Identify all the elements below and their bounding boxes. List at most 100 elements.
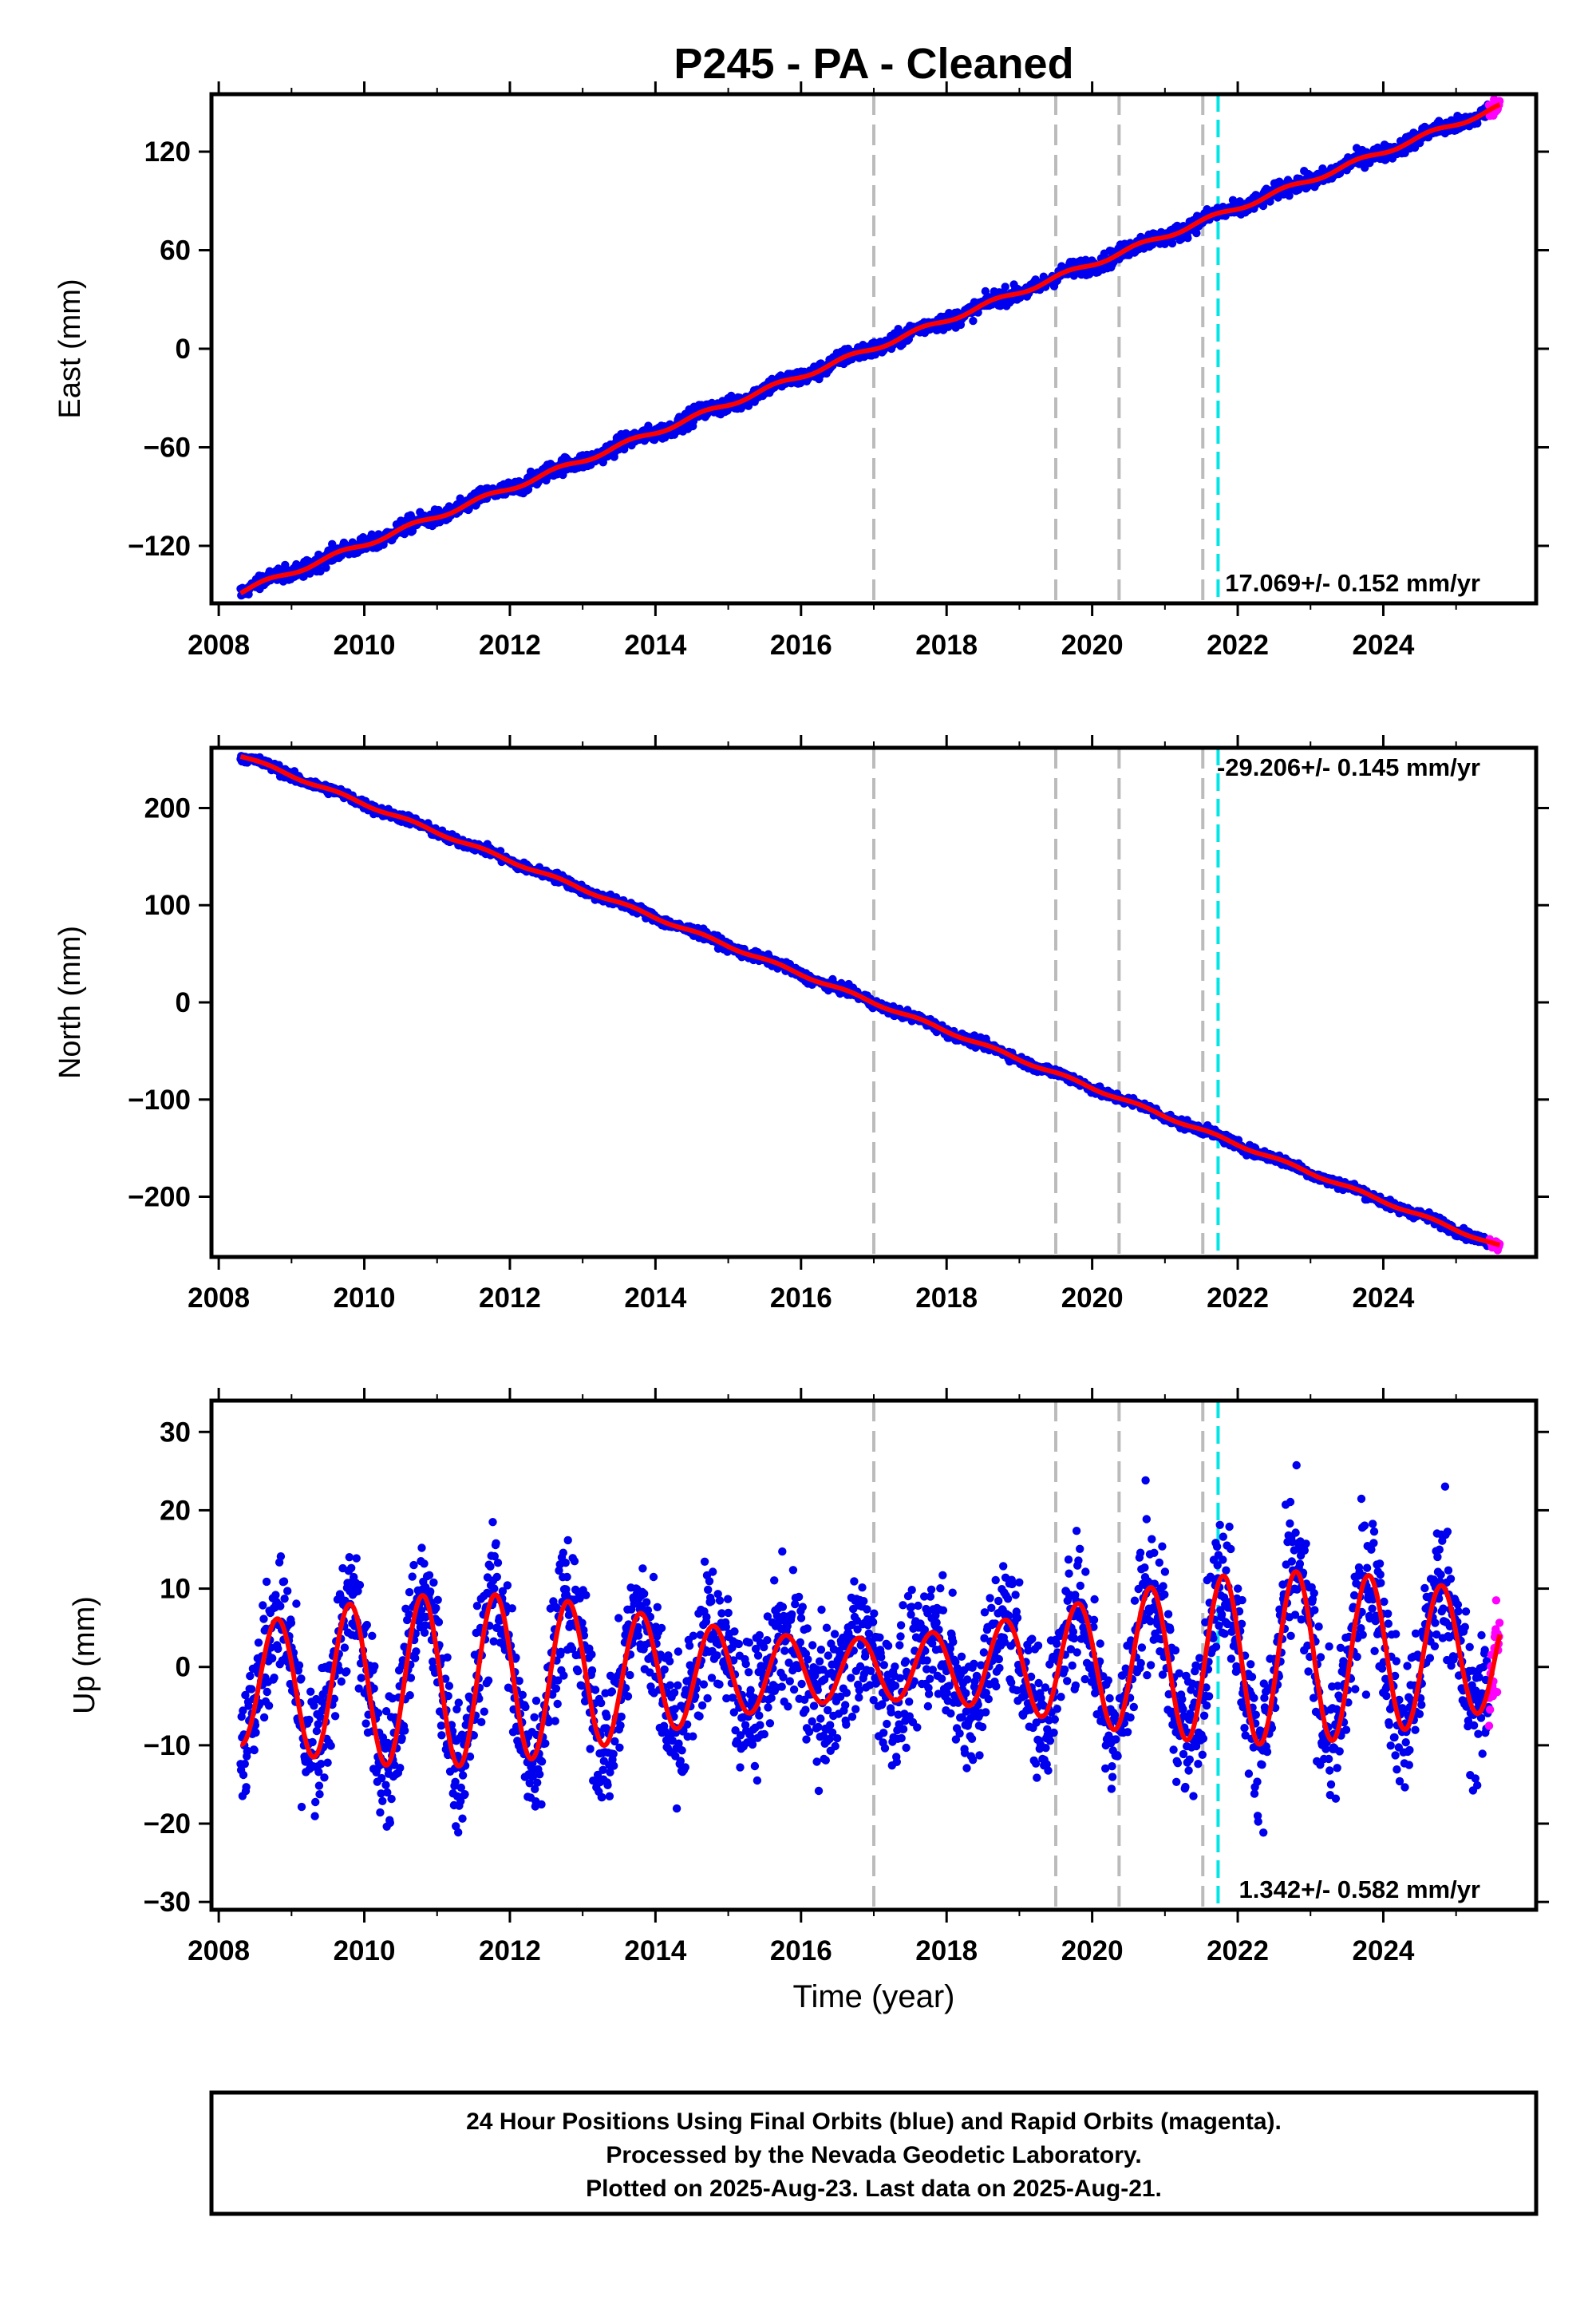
final-orbit-point [434,1618,444,1626]
x-tick-label: 2016 [770,630,832,661]
final-orbit-point [311,1797,320,1807]
final-orbit-point [530,1713,539,1721]
final-orbit-point [586,1745,595,1753]
final-orbit-point [433,1595,442,1605]
x-tick-label: 2020 [1061,630,1124,661]
final-orbit-point [420,1559,429,1568]
final-orbit-point [597,1698,606,1708]
final-orbit-point [591,1686,600,1694]
x-tick-label: 2016 [770,1282,832,1314]
final-orbit-point [276,1602,285,1611]
final-orbit-point [299,572,308,581]
final-orbit-point [376,1808,385,1817]
final-orbit-point [409,1560,418,1570]
final-orbit-point [264,1701,274,1710]
final-orbit-point [254,1638,263,1647]
final-orbit-point [492,1572,501,1582]
final-orbit-point [281,560,290,570]
y-tick-label: 0 [176,987,191,1018]
final-orbit-point [587,1650,596,1659]
final-orbit-point [262,1577,271,1587]
final-orbit-point [486,1562,495,1571]
final-orbit-point [259,1713,269,1722]
x-tick-label: 2012 [479,630,541,661]
final-orbit-point [314,1720,322,1729]
final-orbit-point [437,1731,446,1740]
y-tick-label: 200 [144,792,191,824]
final-orbit-point [308,1737,317,1747]
final-orbit-point [345,1553,354,1562]
y-tick-label: 120 [144,136,191,168]
final-orbit-point [432,1603,440,1613]
final-orbit-point [420,1628,429,1637]
velocity-label: -29.206+/- 0.145 mm/yr [1217,753,1480,781]
final-orbit-point [337,1677,346,1686]
x-tick-label: 2010 [334,1282,396,1314]
final-orbit-point [417,1543,426,1552]
final-orbit-point [460,1790,469,1799]
final-orbit-point [297,1674,306,1683]
final-orbit-point [340,1643,350,1652]
y-axis-label: East (mm) [53,279,87,418]
final-orbit-point [563,1535,572,1545]
y-axis-label: North (mm) [53,926,87,1079]
chart-title: P245 - PA - Cleaned [674,40,1073,88]
x-tick-label: 2008 [188,630,250,661]
final-orbit-point [270,1674,279,1682]
final-orbit-point [401,1726,409,1735]
final-orbit-point [429,1578,438,1587]
final-orbit-point [352,1554,361,1563]
final-orbit-point [480,1707,488,1716]
final-orbit-point [347,1563,356,1573]
final-orbit-point [385,1818,394,1828]
final-orbit-point [454,1698,463,1707]
final-orbit-point [315,1790,324,1799]
final-orbit-point [377,1773,386,1783]
final-orbit-point [492,1539,500,1548]
x-tick-label: 2022 [1207,630,1269,661]
final-orbit-point [563,1572,571,1582]
final-orbit-point [326,1741,335,1750]
final-orbit-point [559,1548,567,1557]
final-orbit-point [239,1770,248,1780]
final-orbit-point [381,1780,390,1789]
final-orbit-point [405,1691,414,1700]
y-tick-label: −200 [128,1182,191,1213]
final-orbit-point [551,1684,561,1693]
x-tick-label: 2022 [1207,1282,1269,1314]
final-orbit-point [574,1666,583,1676]
y-tick-label: −120 [128,531,191,562]
final-orbit-point [314,1781,324,1790]
x-tick-label: 2018 [915,1282,978,1314]
final-orbit-point [373,1709,383,1717]
final-orbit-point [458,1771,468,1780]
final-orbit-point [279,1577,289,1586]
final-orbit-point [406,1674,416,1682]
final-orbit-point [537,1800,546,1809]
final-orbit-point [488,1518,497,1527]
final-orbit-point [310,1812,319,1820]
final-orbit-point [472,1602,482,1611]
final-orbit-point [531,1696,541,1705]
final-orbit-point [490,1584,499,1593]
final-orbit-point [541,1739,550,1748]
final-orbit-point [246,1671,255,1681]
final-orbit-point [368,1631,377,1640]
x-tick-label: 2010 [334,630,396,661]
final-orbit-point [521,1702,530,1712]
final-orbit-point [367,530,376,539]
final-orbit-point [251,1728,260,1737]
final-orbit-point [242,1783,251,1792]
final-orbit-point [292,1599,301,1608]
x-tick-label: 2020 [1061,1282,1124,1314]
final-orbit-point [306,1687,315,1696]
final-orbit-point [355,1580,365,1590]
final-orbit-point [1183,234,1192,243]
final-orbit-point [551,1717,559,1725]
final-orbit-point [570,1557,579,1566]
final-orbit-point [598,1792,606,1802]
final-orbit-point [587,1666,597,1675]
final-orbit-point [408,527,417,536]
east-panel: 2008 2010 2012 2014 2016 2018 2020 2022 20241206… [53,81,1549,661]
final-orbit-point [553,1699,562,1709]
